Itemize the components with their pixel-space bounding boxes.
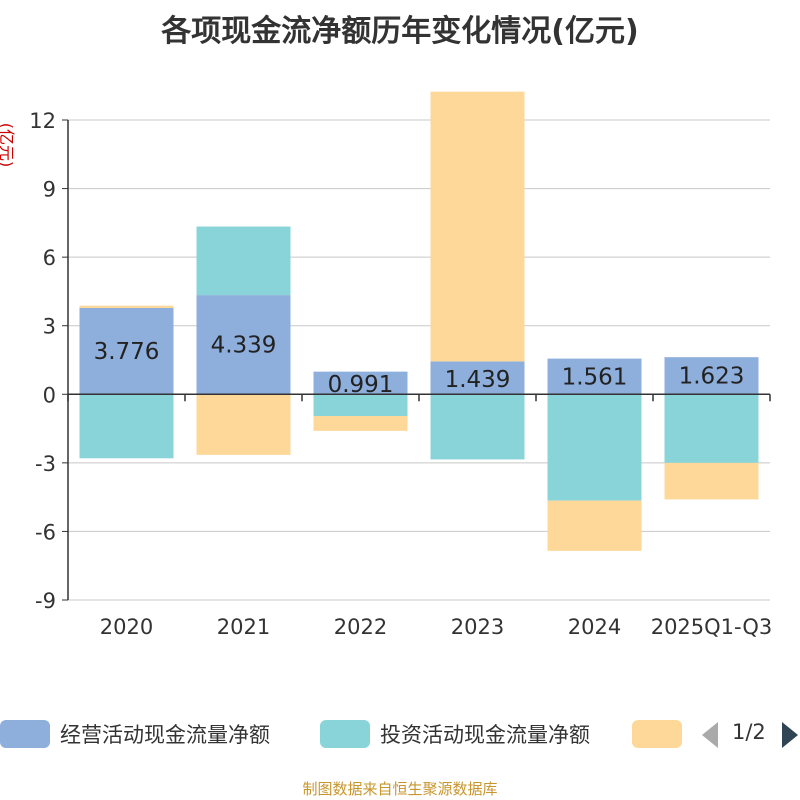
bar-financing-2021 bbox=[196, 394, 291, 455]
bar-investing-2024 bbox=[547, 394, 642, 501]
data-label: 1.439 bbox=[445, 367, 511, 393]
y-tick-label: 9 bbox=[43, 178, 56, 202]
legend-item-financing[interactable] bbox=[632, 712, 692, 756]
x-tick-label: 2025Q1-Q3 bbox=[651, 615, 773, 639]
bar-financing-2023 bbox=[430, 91, 525, 362]
bar-investing-2021 bbox=[196, 226, 291, 296]
legend-swatch-operating bbox=[0, 720, 50, 748]
bar-investing-2022 bbox=[313, 394, 408, 416]
legend-item-investing[interactable]: 投资活动现金流量净额 bbox=[320, 712, 590, 756]
x-tick-label: 2023 bbox=[451, 615, 504, 639]
y-tick-label: 6 bbox=[43, 246, 56, 270]
data-label: 4.339 bbox=[211, 333, 277, 359]
x-tick-label: 2021 bbox=[217, 615, 270, 639]
y-tick-label: -9 bbox=[35, 589, 56, 613]
y-tick-label: 12 bbox=[29, 109, 56, 133]
bar-financing-2022 bbox=[313, 416, 408, 431]
x-tick-label: 2022 bbox=[334, 615, 387, 639]
y-tick-label: 0 bbox=[43, 383, 56, 407]
legend-label-investing: 投资活动现金流量净额 bbox=[380, 723, 590, 747]
bar-operating-2020 bbox=[79, 307, 174, 395]
bar-investing-2020 bbox=[79, 394, 174, 459]
bar-operating-2023 bbox=[430, 361, 525, 395]
bar-financing-2025Q1-Q3 bbox=[664, 462, 759, 500]
bar-financing-2024 bbox=[547, 500, 642, 551]
legend-swatch-financing bbox=[632, 720, 682, 748]
data-source-note: 制图数据来自恒生聚源数据库 bbox=[302, 780, 498, 798]
legend-page-indicator: 1/2 bbox=[732, 720, 766, 744]
bar-operating-2022 bbox=[313, 371, 408, 395]
y-tick-label: 3 bbox=[43, 315, 56, 339]
legend-swatch-investing bbox=[320, 720, 370, 748]
legend-label-operating: 经营活动现金流量净额 bbox=[60, 723, 270, 747]
legend-item-operating[interactable]: 经营活动现金流量净额 bbox=[0, 712, 270, 756]
chart-title: 各项现金流净额历年变化情况(亿元) bbox=[161, 14, 639, 49]
x-tick-label: 2024 bbox=[568, 615, 621, 639]
bar-operating-2025Q1-Q3 bbox=[664, 357, 759, 395]
legend-next-page-icon[interactable] bbox=[782, 722, 798, 748]
legend: 经营活动现金流量净额 投资活动现金流量净额 1/2 bbox=[0, 712, 800, 756]
bar-operating-2021 bbox=[196, 295, 291, 395]
y-tick-label: -3 bbox=[35, 452, 56, 476]
bar-investing-2025Q1-Q3 bbox=[664, 394, 759, 463]
y-tick-label: -6 bbox=[35, 520, 56, 544]
legend-prev-page-icon[interactable] bbox=[702, 722, 718, 748]
x-tick-label: 2020 bbox=[100, 615, 153, 639]
bar-financing-2020 bbox=[79, 305, 174, 308]
data-label: 3.776 bbox=[94, 339, 160, 365]
bar-operating-2024 bbox=[547, 358, 642, 395]
bar-investing-2023 bbox=[430, 394, 525, 460]
data-label: 1.561 bbox=[562, 364, 628, 390]
data-label: 1.623 bbox=[679, 364, 745, 390]
